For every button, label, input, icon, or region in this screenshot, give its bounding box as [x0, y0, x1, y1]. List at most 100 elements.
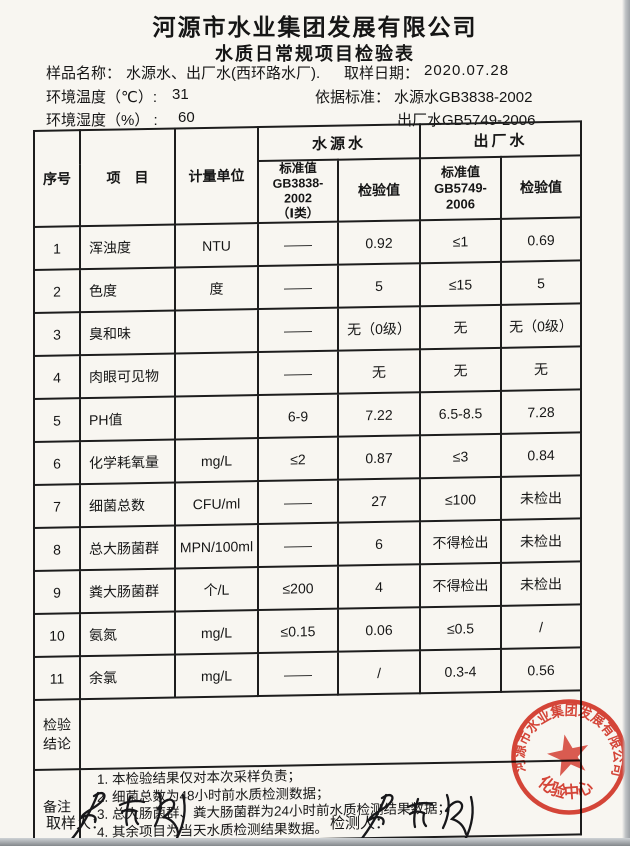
group-header-outlet-water: 出厂水 [420, 121, 582, 159]
serial-cell: 10 [34, 613, 80, 657]
col-header-outlet-value: 检验值 [501, 155, 582, 219]
outlet-standard-cell: ≤3 [420, 433, 502, 479]
item-cell: 余氯 [80, 654, 175, 700]
source-value-cell: / [338, 650, 421, 695]
page-edge-right [622, 0, 630, 846]
source-standard-cell: —— [258, 307, 338, 353]
inspection-table-wrapper: 序号 项 目 计量单位 水源水 出厂水 标准值 GB3838-2002 （Ⅰ类）… [33, 120, 582, 844]
conclusion-value [80, 690, 582, 770]
outlet-value-cell: 未检出 [501, 518, 582, 563]
source-value-cell: 5 [338, 263, 421, 308]
outlet-value-cell: 未检出 [501, 561, 582, 606]
outlet-value-cell: 无（0级） [501, 303, 582, 348]
outlet-value-cell: 0.69 [501, 217, 582, 262]
standard-source-value: 水源水GB3838-2002 [394, 89, 533, 106]
serial-cell: 8 [34, 527, 80, 571]
item-cell: 肉眼可见物 [80, 353, 175, 399]
company-name: 河源市水业集团发展有限公司 [152, 14, 478, 40]
outlet-value-cell: 未检出 [501, 475, 582, 520]
page-edge-bottom [0, 838, 630, 846]
source-value-cell: 7.22 [338, 392, 421, 437]
item-cell: 色度 [80, 267, 175, 313]
seal-center-text-container: 化验中心 [535, 771, 597, 802]
outlet-standard-cell: ≤15 [420, 261, 502, 307]
outlet-standard-cell: 0.3-4 [420, 648, 502, 694]
item-cell: 细菌总数 [80, 482, 175, 528]
unit-cell: 度 [175, 266, 258, 311]
unit-cell: CFU/ml [175, 481, 258, 526]
serial-cell: 5 [34, 398, 80, 442]
seal-star-icon [547, 734, 589, 777]
sampler-label: 取样人： [46, 815, 107, 832]
group-header-source-water: 水源水 [258, 124, 421, 162]
outlet-value-cell: 0.56 [501, 647, 582, 692]
item-cell: 粪大肠菌群 [80, 568, 175, 614]
source-value-cell: 4 [338, 564, 421, 609]
source-value-cell: 27 [338, 478, 421, 523]
temperature-value: 31 [172, 86, 189, 103]
item-cell: PH值 [80, 396, 175, 442]
serial-cell: 3 [34, 312, 80, 356]
outlet-standard-cell: 无 [420, 304, 502, 350]
item-cell: 化学耗氧量 [80, 439, 175, 485]
humidity-value: 60 [178, 109, 195, 126]
col-header-unit: 计量单位 [175, 127, 258, 225]
source-standard-cell: —— [258, 651, 338, 697]
sample-name-label: 样品名称： [46, 65, 122, 82]
serial-cell: 11 [34, 656, 80, 700]
serial-cell: 7 [34, 484, 80, 528]
sample-date-label: 取样日期： [344, 65, 420, 82]
source-standard-cell: —— [258, 221, 338, 267]
outlet-standard-cell: ≤100 [420, 476, 502, 522]
source-value-cell: 0.06 [338, 607, 421, 652]
outlet-standard-cell: 不得检出 [420, 519, 502, 565]
col-header-item: 项 目 [80, 128, 175, 227]
unit-cell: 个/L [175, 567, 258, 612]
item-cell: 总大肠菌群 [80, 525, 175, 571]
unit-cell: mg/L [175, 653, 258, 698]
source-standard-cell: —— [258, 522, 338, 568]
seal-ring-text-container: 河源市水业集团发展有限公司 [511, 702, 628, 778]
seal-ring-text: 河源市水业集团发展有限公司 [511, 702, 628, 778]
item-cell: 氨氮 [80, 611, 175, 657]
tester-signature [357, 793, 474, 844]
col-header-outlet-standard: 标准值 GB5749-2006 [420, 156, 502, 221]
source-standard-cell: 6-9 [258, 393, 338, 439]
unit-cell: NTU [175, 223, 258, 268]
serial-cell: 2 [34, 269, 80, 313]
source-standard-cell: ≤200 [258, 565, 338, 611]
temperature-label: 环境温度（℃）: [46, 89, 158, 106]
source-standard-cell: ≤0.15 [258, 608, 338, 654]
serial-cell: 1 [34, 226, 80, 270]
inspection-table: 序号 项 目 计量单位 水源水 出厂水 标准值 GB3838-2002 （Ⅰ类）… [33, 120, 582, 845]
source-value-cell: 0.92 [338, 220, 421, 265]
outlet-value-cell: 无 [501, 346, 582, 391]
outlet-value-cell: 5 [501, 260, 582, 305]
outlet-value-cell: / [501, 604, 582, 649]
outlet-standard-cell: ≤0.5 [420, 605, 502, 651]
unit-cell: mg/L [175, 610, 258, 655]
item-cell: 臭和味 [80, 310, 175, 356]
unit-cell: MPN/100ml [175, 524, 258, 569]
sample-name-value: 水源水、出厂水(西环路水厂). [126, 65, 321, 82]
source-value-cell: 6 [338, 521, 421, 566]
company-seal: 河源市水业集团发展有限公司 化验中心 [511, 699, 628, 815]
source-standard-cell: —— [258, 264, 338, 310]
source-standard-cell: ≤2 [258, 436, 338, 482]
serial-cell: 6 [34, 441, 80, 485]
seal-center-text: 化验中心 [535, 771, 597, 802]
outlet-standard-cell: 6.5-8.5 [420, 390, 502, 436]
source-value-cell: 无 [338, 349, 421, 394]
standard-label: 依据标准： [315, 89, 391, 106]
conclusion-row: 检验 结论 [34, 690, 582, 770]
unit-cell [175, 395, 258, 440]
outlet-value-cell: 0.84 [501, 432, 582, 477]
sampler-signature [69, 791, 186, 842]
source-standard-cell: —— [258, 350, 338, 396]
outlet-value-cell: 7.28 [501, 389, 582, 434]
conclusion-label: 检验 结论 [34, 699, 80, 770]
document-title: 水质日常规项目检验表 [215, 44, 415, 64]
source-value-cell: 0.87 [338, 435, 421, 480]
col-header-no: 序号 [34, 130, 80, 227]
